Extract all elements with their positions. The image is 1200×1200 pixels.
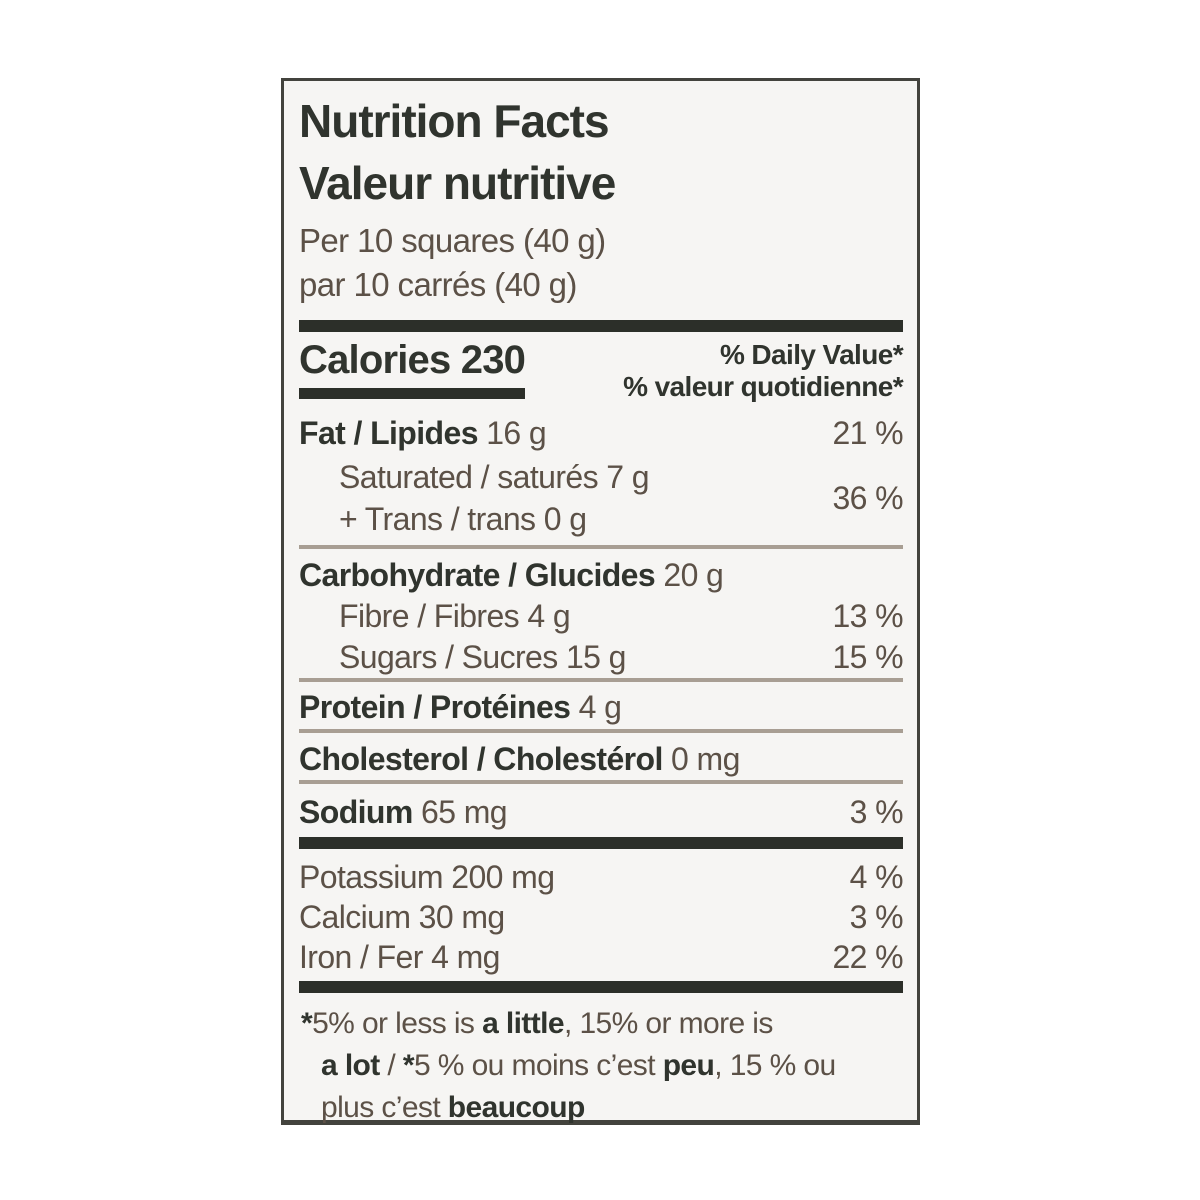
cholesterol-name: Cholesterol / Cholestérol <box>299 741 663 777</box>
calories-value: Calories 230 <box>299 338 526 399</box>
cholesterol-amount: 0 mg <box>671 741 740 777</box>
separator-bar-top <box>299 320 903 332</box>
daily-value-header-french: % valeur quotidienne* <box>623 371 904 402</box>
fat-label: Fat / Lipides 16 g <box>299 415 547 451</box>
iron-label: Iron / Fer 4 mg <box>299 939 500 975</box>
calcium-daily-value: 3 % <box>849 899 904 935</box>
trans-fat-label: + Trans / trans 0 g <box>339 501 587 537</box>
fat-amount: 16 g <box>486 415 547 451</box>
fat-name: Fat / Lipides <box>299 415 478 451</box>
title-french: Valeur nutritive <box>299 157 616 209</box>
footnote-asterisk: * <box>301 1007 313 1040</box>
calories-number: 230 <box>460 338 526 382</box>
saturated-trans-labels: Saturated / saturés 7 g + Trans / trans … <box>299 459 650 537</box>
nutrition-facts-label: Nutrition Facts Valeur nutritive Per 10 … <box>281 78 920 1125</box>
serving-size-english: Per 10 squares (40 g) <box>299 222 606 259</box>
sugars-daily-value: 15 % <box>832 639 903 675</box>
footnote-a-lot: a lot <box>321 1049 380 1082</box>
row-potassium: Potassium 200 mg 4 % <box>299 859 904 895</box>
title-english: Nutrition Facts <box>299 95 610 147</box>
daily-value-footnote: *5% or less is a little, 15% or more is … <box>299 1003 903 1129</box>
footnote-a-little: a little <box>482 1007 564 1040</box>
carbohydrate-amount: 20 g <box>663 557 724 593</box>
footnote-line-1: *5% or less is a little, 15% or more is <box>301 1003 903 1045</box>
sodium-name: Sodium <box>299 794 413 830</box>
footnote-text: 5% or less is <box>312 1007 483 1040</box>
protein-label: Protein / Protéines 4 g <box>299 689 622 725</box>
calories-row: Calories 230 % Daily Value* % valeur quo… <box>299 338 904 403</box>
sugars-label: Sugars / Sucres 15 g <box>339 639 626 675</box>
separator-rule <box>299 780 903 784</box>
carbohydrate-label: Carbohydrate / Glucides 20 g <box>299 557 724 593</box>
separator-rule <box>299 678 903 682</box>
daily-value-header-english: % Daily Value* <box>719 339 904 370</box>
iron-daily-value: 22 % <box>832 939 903 975</box>
fibre-daily-value: 13 % <box>832 598 903 634</box>
row-carbohydrate: Carbohydrate / Glucides 20 g <box>299 557 903 593</box>
separator-rule <box>299 545 903 549</box>
sodium-label: Sodium 65 mg <box>299 794 508 830</box>
footnote-text: / <box>379 1049 403 1082</box>
footnote-beaucoup: beaucoup <box>447 1091 585 1124</box>
footnote-text: plus c’est <box>321 1091 448 1124</box>
serving-size-french: par 10 carrés (40 g) <box>299 266 577 303</box>
potassium-daily-value: 4 % <box>849 859 904 895</box>
calories-label: Calories <box>299 338 451 382</box>
calcium-label: Calcium 30 mg <box>299 899 505 935</box>
footnote-peu: peu <box>662 1049 715 1082</box>
daily-value-header: % Daily Value* % valeur quotidienne* <box>623 339 904 403</box>
separator-rule <box>299 729 903 733</box>
separator-bar-middle <box>299 837 903 849</box>
footnote-text: , 15 % ou <box>714 1049 836 1082</box>
row-sugars: Sugars / Sucres 15 g 15 % <box>299 639 904 675</box>
carbohydrate-name: Carbohydrate / Glucides <box>299 557 656 593</box>
protein-amount: 4 g <box>578 689 622 725</box>
sodium-amount: 65 mg <box>421 794 508 830</box>
footnote-text: 5 % ou moins c’est <box>413 1049 663 1082</box>
saturated-trans-daily-value: 36 % <box>832 480 903 516</box>
row-saturated-trans: Saturated / saturés 7 g + Trans / trans … <box>299 459 904 537</box>
fat-daily-value: 21 % <box>832 415 903 451</box>
row-protein: Protein / Protéines 4 g <box>299 689 903 725</box>
protein-name: Protein / Protéines <box>299 689 571 725</box>
separator-bar-bottom <box>299 981 903 993</box>
saturated-fat-label: Saturated / saturés 7 g <box>339 459 650 495</box>
cholesterol-label: Cholesterol / Cholestérol 0 mg <box>299 741 740 777</box>
row-fat: Fat / Lipides 16 g 21 % <box>299 415 904 451</box>
row-iron: Iron / Fer 4 mg 22 % <box>299 939 904 975</box>
row-cholesterol: Cholesterol / Cholestérol 0 mg <box>299 741 903 777</box>
sodium-daily-value: 3 % <box>849 794 904 830</box>
footnote-line-3: plus c’est beaucoup <box>321 1087 903 1129</box>
row-sodium: Sodium 65 mg 3 % <box>299 794 904 830</box>
footnote-asterisk-fr: * <box>402 1049 415 1082</box>
fibre-label: Fibre / Fibres 4 g <box>339 598 571 634</box>
row-fibre: Fibre / Fibres 4 g 13 % <box>299 598 904 634</box>
row-calcium: Calcium 30 mg 3 % <box>299 899 904 935</box>
footnote-line-2: a lot / *5 % ou moins c’est peu, 15 % ou <box>321 1045 903 1087</box>
footnote-text: , 15% or more is <box>563 1007 773 1040</box>
potassium-label: Potassium 200 mg <box>299 859 555 895</box>
